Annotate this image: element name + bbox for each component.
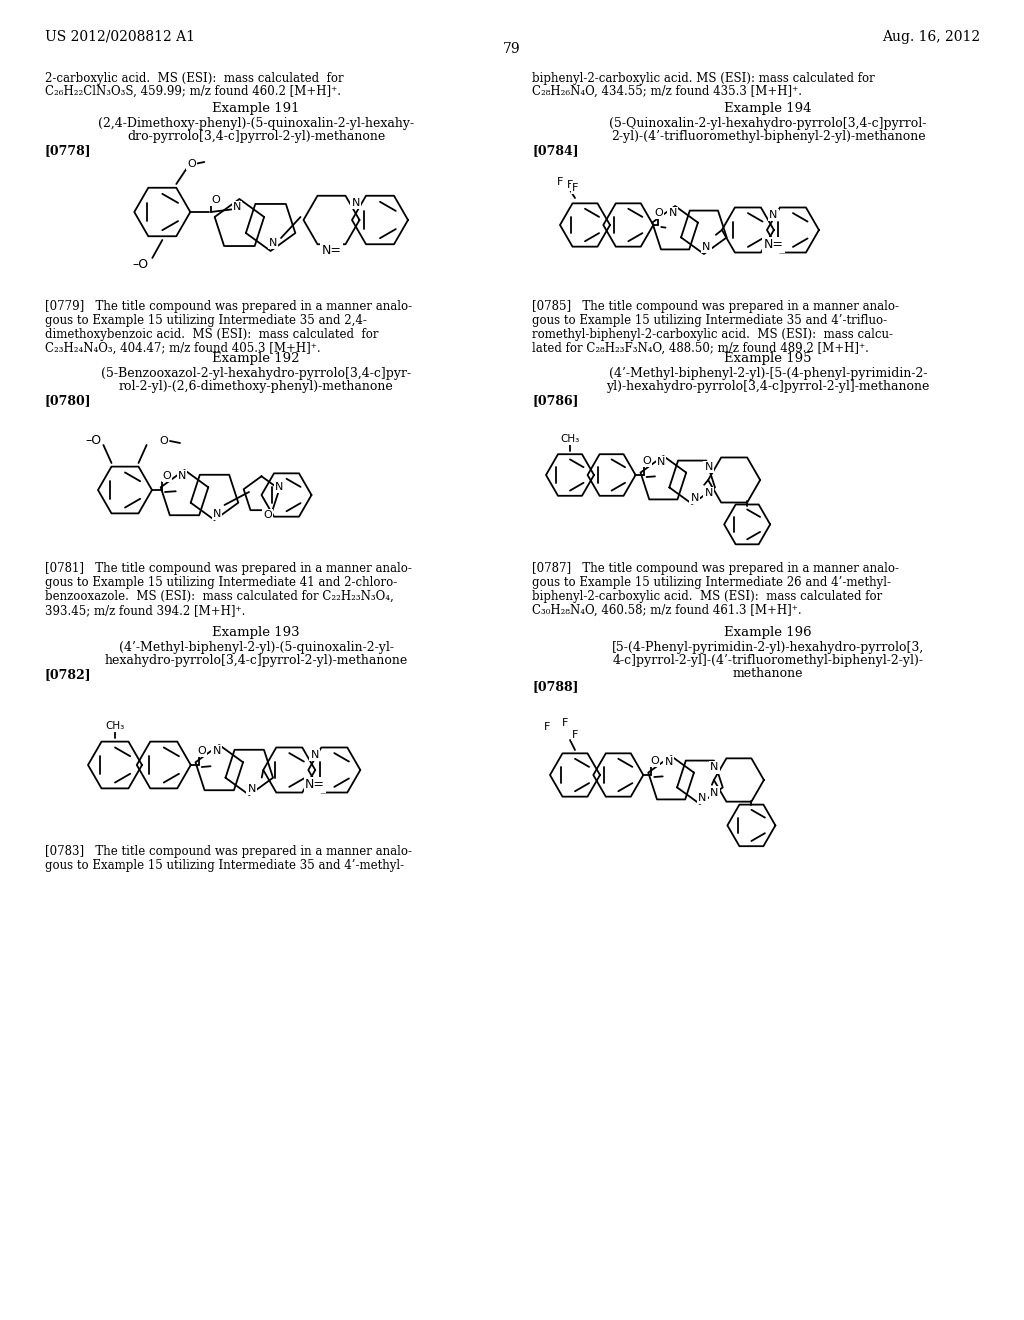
Text: N: N [248,784,256,793]
Text: N: N [178,471,186,482]
Text: [0782]: [0782] [45,668,91,681]
Text: Example 193: Example 193 [212,626,300,639]
Text: [0778]: [0778] [45,144,91,157]
Text: F: F [567,180,573,190]
Text: F: F [571,183,579,193]
Text: N=: N= [305,779,325,792]
Text: N=: N= [322,243,341,256]
Text: [0787]   The title compound was prepared in a manner analo-: [0787] The title compound was prepared i… [532,562,899,576]
Text: O: O [263,510,271,520]
Text: 2-carboxylic acid.  MS (ESI):  mass calculated  for: 2-carboxylic acid. MS (ESI): mass calcul… [45,73,344,84]
Text: US 2012/0208812 A1: US 2012/0208812 A1 [45,30,195,44]
Text: (4’-Methyl-biphenyl-2-yl)-(5-quinoxalin-2-yl-: (4’-Methyl-biphenyl-2-yl)-(5-quinoxalin-… [119,642,393,653]
Text: [0788]: [0788] [532,680,579,693]
Text: (4’-Methyl-biphenyl-2-yl)-[5-(4-phenyl-pyrimidin-2-: (4’-Methyl-biphenyl-2-yl)-[5-(4-phenyl-p… [608,367,928,380]
Text: Example 195: Example 195 [724,352,812,366]
Text: N: N [665,756,673,767]
Text: N: N [232,202,241,211]
Text: 393.45; m/z found 394.2 [M+H]⁺.: 393.45; m/z found 394.2 [M+H]⁺. [45,605,246,616]
Text: O: O [160,436,168,446]
Text: F: F [571,730,579,741]
Text: Example 191: Example 191 [212,102,300,115]
Text: gous to Example 15 utilizing Intermediate 26 and 4’-methyl-: gous to Example 15 utilizing Intermediat… [532,576,891,589]
Text: N: N [769,210,777,220]
Text: O: O [642,455,651,466]
Text: Example 196: Example 196 [724,626,812,639]
Text: dro-pyrrolo[3,4-c]pyrrol-2-yl)-methanone: dro-pyrrolo[3,4-c]pyrrol-2-yl)-methanone [127,129,385,143]
Text: N: N [702,242,711,252]
Text: [0779]   The title compound was prepared in a manner analo-: [0779] The title compound was prepared i… [45,300,412,313]
Text: gous to Example 15 utilizing Intermediate 35 and 2,4-: gous to Example 15 utilizing Intermediat… [45,314,367,327]
Text: O: O [187,158,196,169]
Text: N: N [213,508,221,519]
Text: C₃₀H₂₈N₄O, 460.58; m/z found 461.3 [M+H]⁺.: C₃₀H₂₈N₄O, 460.58; m/z found 461.3 [M+H]… [532,605,802,616]
Text: N: N [705,462,713,473]
Text: –O: –O [132,259,148,272]
Text: CH₃: CH₃ [560,434,580,444]
Text: [0785]   The title compound was prepared in a manner analo-: [0785] The title compound was prepared i… [532,300,899,313]
Text: O: O [650,756,658,766]
Text: gous to Example 15 utilizing Intermediate 35 and 4’-methyl-: gous to Example 15 utilizing Intermediat… [45,859,404,873]
Text: biphenyl-2-carboxylic acid. MS (ESI): mass calculated for: biphenyl-2-carboxylic acid. MS (ESI): ma… [532,73,874,84]
Text: C₂₃H₂₄N₄O₃, 404.47; m/z found 405.3 [M+H]⁺.: C₂₃H₂₄N₄O₃, 404.47; m/z found 405.3 [M+H… [45,342,321,355]
Text: [0786]: [0786] [532,393,579,407]
Text: romethyl-biphenyl-2-carboxylic acid.  MS (ESI):  mass calcu-: romethyl-biphenyl-2-carboxylic acid. MS … [532,327,893,341]
Text: Aug. 16, 2012: Aug. 16, 2012 [882,30,980,44]
Text: [0783]   The title compound was prepared in a manner analo-: [0783] The title compound was prepared i… [45,845,412,858]
Text: benzooxazole.  MS (ESI):  mass calculated for C₂₂H₂₃N₃O₄,: benzooxazole. MS (ESI): mass calculated … [45,590,394,603]
Text: (5-Benzooxazol-2-yl-hexahydro-pyrrolo[3,4-c]pyr-: (5-Benzooxazol-2-yl-hexahydro-pyrrolo[3,… [101,367,411,380]
Text: O: O [211,195,220,205]
Text: [0784]: [0784] [532,144,579,157]
Text: N: N [351,198,360,209]
Text: N: N [710,763,719,772]
Text: lated for C₂₈H₂₃F₃N₄O, 488.50; m/z found 489.2 [M+H]⁺.: lated for C₂₈H₂₃F₃N₄O, 488.50; m/z found… [532,342,869,355]
Text: –O: –O [85,434,101,447]
Text: N: N [656,457,666,467]
Text: F: F [562,718,568,729]
Text: N: N [698,793,707,803]
Text: gous to Example 15 utilizing Intermediate 41 and 2-chloro-: gous to Example 15 utilizing Intermediat… [45,576,397,589]
Text: CH₃: CH₃ [105,721,125,731]
Text: hexahydro-pyrrolo[3,4-c]pyrrol-2-yl)-methanone: hexahydro-pyrrolo[3,4-c]pyrrol-2-yl)-met… [104,653,408,667]
Text: dimethoxybenzoic acid.  MS (ESI):  mass calculated  for: dimethoxybenzoic acid. MS (ESI): mass ca… [45,327,379,341]
Text: 2-yl)-(4’-trifluoromethyl-biphenyl-2-yl)-methanone: 2-yl)-(4’-trifluoromethyl-biphenyl-2-yl)… [610,129,926,143]
Text: Example 192: Example 192 [212,352,300,366]
Text: [0780]: [0780] [45,393,91,407]
Text: N: N [213,746,221,756]
Text: O: O [163,471,171,480]
Text: [5-(4-Phenyl-pyrimidin-2-yl)-hexahydro-pyrrolo[3,: [5-(4-Phenyl-pyrimidin-2-yl)-hexahydro-p… [612,642,924,653]
Text: Example 194: Example 194 [724,102,812,115]
Text: (2,4-Dimethoxy-phenyl)-(5-quinoxalin-2-yl-hexahy-: (2,4-Dimethoxy-phenyl)-(5-quinoxalin-2-y… [98,117,414,129]
Text: N: N [690,492,698,503]
Text: N: N [269,238,278,248]
Text: O: O [198,746,206,756]
Text: gous to Example 15 utilizing Intermediate 35 and 4’-trifluo-: gous to Example 15 utilizing Intermediat… [532,314,887,327]
Text: N: N [310,750,318,760]
Text: N: N [275,482,284,492]
Text: N: N [710,788,719,797]
Text: rol-2-yl)-(2,6-dimethoxy-phenyl)-methanone: rol-2-yl)-(2,6-dimethoxy-phenyl)-methano… [119,380,393,393]
Text: (5-Quinoxalin-2-yl-hexahydro-pyrrolo[3,4-c]pyrrol-: (5-Quinoxalin-2-yl-hexahydro-pyrrolo[3,4… [609,117,927,129]
Text: [0781]   The title compound was prepared in a manner analo-: [0781] The title compound was prepared i… [45,562,412,576]
Text: F: F [544,722,550,733]
Text: C₂₆H₂₂ClN₃O₃S, 459.99; m/z found 460.2 [M+H]⁺.: C₂₆H₂₂ClN₃O₃S, 459.99; m/z found 460.2 [… [45,84,341,98]
Text: methanone: methanone [733,667,803,680]
Text: C₂₈H₂₆N₄O, 434.55; m/z found 435.3 [M+H]⁺.: C₂₈H₂₆N₄O, 434.55; m/z found 435.3 [M+H]… [532,84,802,98]
Text: 79: 79 [503,42,521,55]
Text: N: N [705,488,713,498]
Text: N: N [669,209,677,218]
Text: biphenyl-2-carboxylic acid.  MS (ESI):  mass calculated for: biphenyl-2-carboxylic acid. MS (ESI): ma… [532,590,883,603]
Text: N=: N= [764,239,783,252]
Text: yl)-hexahydro-pyrrolo[3,4-c]pyrrol-2-yl]-methanone: yl)-hexahydro-pyrrolo[3,4-c]pyrrol-2-yl]… [606,380,930,393]
Text: F: F [557,177,563,187]
Text: 4-c]pyrrol-2-yl]-(4’-trifluoromethyl-biphenyl-2-yl)-: 4-c]pyrrol-2-yl]-(4’-trifluoromethyl-bip… [612,653,924,667]
Text: O: O [654,209,663,218]
